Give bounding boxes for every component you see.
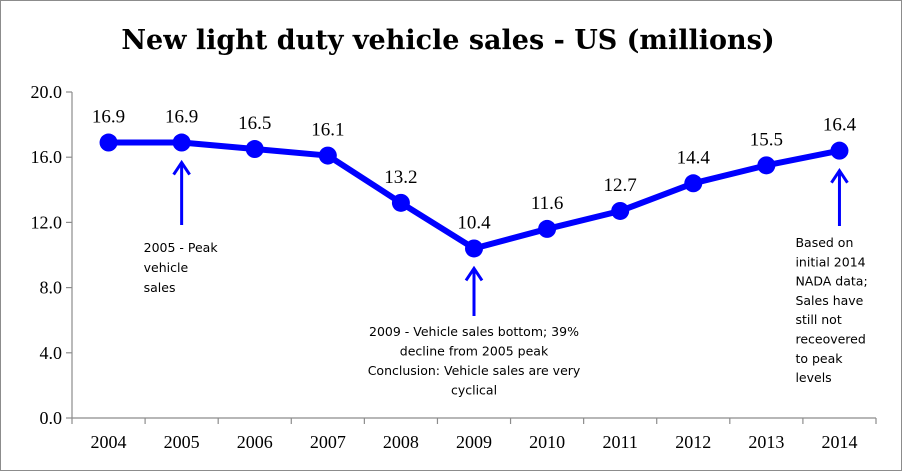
data-label: 16.1	[311, 120, 344, 141]
annotation-text: Conclusion: Vehicle sales are very	[368, 363, 581, 378]
data-label: 16.5	[238, 113, 271, 134]
annotation-text: vehicle	[144, 260, 189, 275]
data-label: 11.6	[531, 193, 564, 214]
y-tick-label: 8.0	[40, 278, 63, 298]
data-point	[318, 146, 337, 165]
annotation-text: cyclical	[451, 383, 497, 398]
annotation-text: sales	[144, 280, 176, 295]
axes	[71, 92, 876, 419]
data-labels: 16.9 16.9 16.5 16.1 13.2 10.4 11.6 12.7 14.4 15.5…	[92, 107, 857, 234]
series-group	[99, 133, 849, 258]
x-tick-label: 2011	[603, 432, 638, 452]
chart-title: New light duty vehicle sales - US (milli…	[121, 25, 774, 56]
annotation-arrowhead	[172, 159, 191, 176]
data-label: 12.7	[604, 175, 637, 196]
annotation-arrowhead	[830, 167, 849, 184]
x-tick-label: 2013	[748, 432, 784, 452]
annotation-text: levels	[795, 370, 831, 385]
annotation-text: NADA data;	[795, 274, 867, 289]
data-point	[830, 141, 849, 160]
x-tick-label: 2008	[383, 432, 419, 452]
y-tick-label: 4.0	[40, 343, 63, 363]
data-label: 16.4	[823, 115, 857, 136]
annotation-arrowhead	[464, 265, 484, 282]
annotations: 2005 - Peak vehicle sales 2009 - Vehicle sa…	[144, 159, 868, 398]
annotation-text: Based on	[795, 235, 853, 250]
data-point	[391, 193, 410, 212]
x-tick-label: 2007	[310, 432, 346, 452]
annotation-text: decline from 2005 peak	[400, 344, 549, 359]
data-point	[245, 140, 264, 159]
data-point	[684, 174, 703, 193]
data-point	[465, 239, 483, 258]
data-label: 16.9	[92, 107, 125, 128]
x-tick-label: 2005	[164, 432, 200, 452]
annotation-text: to peak	[795, 351, 843, 366]
x-tick-label: 2009	[456, 432, 492, 452]
y-axis-ticks: 0.0 4.0 8.0 12.0 16.0 20.0	[31, 82, 72, 428]
data-label: 14.4	[677, 147, 711, 168]
data-label: 13.2	[384, 167, 417, 188]
annotation-text: Sales have	[795, 293, 863, 308]
x-tick-label: 2004	[91, 432, 127, 452]
y-tick-label: 12.0	[31, 212, 63, 232]
annotation-text: receovered	[795, 332, 865, 347]
data-label: 16.9	[165, 107, 198, 128]
data-point	[611, 201, 630, 220]
y-tick-label: 20.0	[31, 82, 63, 102]
data-point	[99, 133, 118, 152]
x-tick-label: 2010	[529, 432, 565, 452]
x-tick-label: 2014	[821, 432, 857, 452]
data-label: 15.5	[750, 129, 783, 150]
annotation-text: 2005 - Peak	[144, 240, 219, 255]
annotation-text: initial 2014	[795, 254, 865, 269]
data-point	[538, 219, 557, 238]
x-axis-ticks: 2004 2005 2006 2007 2008 2009 2010 2011 2012 2013…	[71, 418, 877, 452]
y-tick-label: 16.0	[31, 147, 63, 167]
data-point	[172, 133, 191, 152]
data-point	[757, 156, 776, 175]
y-tick-label: 0.0	[40, 408, 63, 428]
annotation-text: 2009 - Vehicle sales bottom; 39%	[369, 324, 579, 339]
x-tick-label: 2006	[237, 432, 273, 452]
data-label: 10.4	[457, 212, 491, 233]
x-tick-label: 2012	[675, 432, 711, 452]
annotation-text: still not	[795, 312, 841, 327]
